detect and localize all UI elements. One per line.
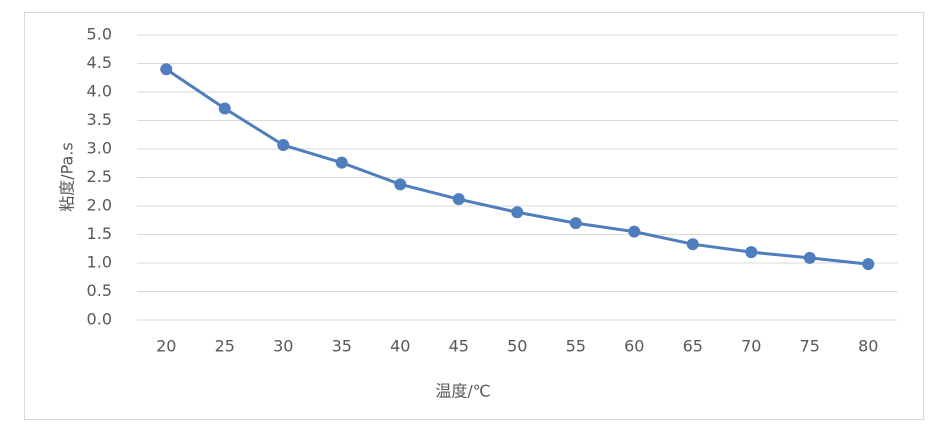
data-point: [452, 193, 465, 206]
data-point: [803, 251, 816, 264]
data-point: [862, 258, 875, 271]
y-tick-label: 3.0: [87, 139, 112, 158]
x-tick-label: 50: [507, 337, 527, 356]
data-point: [686, 238, 699, 251]
x-tick-label: 65: [683, 337, 703, 356]
data-point: [218, 102, 231, 115]
y-tick-label: 0.0: [87, 310, 112, 329]
chart-border: [24, 12, 924, 420]
y-tick-label: 2.5: [87, 167, 112, 186]
x-tick-label: 80: [858, 337, 878, 356]
data-point: [569, 217, 582, 230]
y-tick-label: 5.0: [87, 25, 112, 44]
data-point: [335, 156, 348, 169]
data-point: [277, 139, 290, 152]
y-tick-label: 2.0: [87, 196, 112, 215]
x-tick-label: 40: [390, 337, 410, 356]
x-tick-label: 70: [741, 337, 761, 356]
y-tick-label: 4.0: [87, 82, 112, 101]
y-tick-label: 0.5: [87, 281, 112, 300]
data-point: [160, 63, 173, 76]
data-point: [394, 178, 407, 191]
x-tick-label: 55: [566, 337, 586, 356]
x-tick-label: 75: [800, 337, 820, 356]
x-tick-label: 30: [273, 337, 293, 356]
x-tick-label: 60: [624, 337, 644, 356]
data-point: [745, 246, 758, 259]
y-tick-label: 4.5: [87, 53, 112, 72]
y-tick-label: 3.5: [87, 110, 112, 129]
x-tick-label: 25: [215, 337, 235, 356]
x-tick-label: 20: [156, 337, 176, 356]
y-tick-label: 1.0: [87, 253, 112, 272]
y-tick-label: 1.5: [87, 224, 112, 243]
x-axis-label: 温度/℃: [435, 382, 490, 401]
data-point: [628, 225, 641, 238]
x-tick-label: 45: [449, 337, 469, 356]
y-axis-label: 粘度/Pa.s: [58, 142, 77, 212]
data-point: [511, 206, 524, 219]
x-tick-label: 35: [332, 337, 352, 356]
